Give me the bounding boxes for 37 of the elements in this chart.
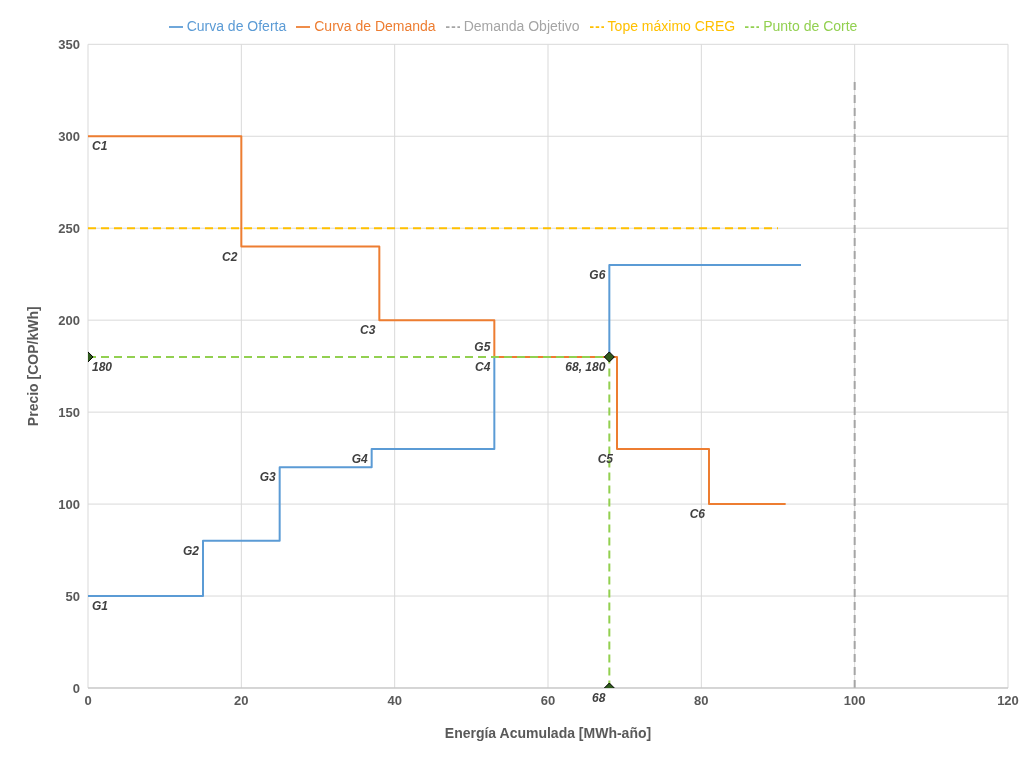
annotation: C2 (221, 249, 238, 264)
x-tick-label: 60 (540, 693, 556, 709)
y-tick-label: 300 (58, 128, 80, 144)
legend-label: Tope máximo CREG (607, 18, 736, 34)
annotation: C1 (92, 139, 108, 154)
annotation: C4 (474, 359, 491, 374)
y-axis-title: Precio [COP/kWh] (24, 306, 41, 427)
legend-label: Demanda Objetivo (463, 18, 580, 34)
x-tick-label: 100 (843, 693, 866, 709)
annotation: G2 (182, 543, 200, 558)
y-tick-label: 200 (58, 312, 80, 328)
y-tick-label: 0 (72, 680, 80, 696)
x-tick-label: 40 (387, 693, 402, 709)
x-tick-label: 0 (84, 693, 92, 709)
annotation: 68, 180 (565, 359, 606, 374)
annotation: G5 (474, 339, 491, 354)
annotation: C6 (689, 507, 706, 522)
y-tick-label: 350 (58, 36, 80, 52)
annotation: G6 (589, 268, 606, 282)
annotation: G4 (351, 451, 368, 466)
x-axis-title: Energía Acumulada [MWh-año] (444, 725, 652, 741)
annotation: G1 (92, 599, 109, 614)
y-tick-label: 50 (65, 588, 80, 604)
annotation: G3 (259, 470, 276, 485)
annotation: 68 (591, 691, 606, 705)
x-tick-label: 20 (234, 693, 249, 709)
annotation: C3 (359, 323, 376, 338)
legend-label: Curva de Oferta (186, 18, 287, 34)
annotation: 180 (92, 359, 113, 374)
y-tick-label: 250 (58, 220, 80, 236)
y-tick-label: 150 (58, 404, 80, 420)
annotation: C5 (597, 451, 614, 466)
legend-label: Punto de Corte (763, 18, 858, 34)
y-tick-label: 100 (58, 496, 80, 512)
x-tick-label: 80 (694, 693, 709, 709)
legend-label: Curva de Demanda (314, 18, 436, 34)
x-tick-label: 120 (997, 693, 1019, 709)
